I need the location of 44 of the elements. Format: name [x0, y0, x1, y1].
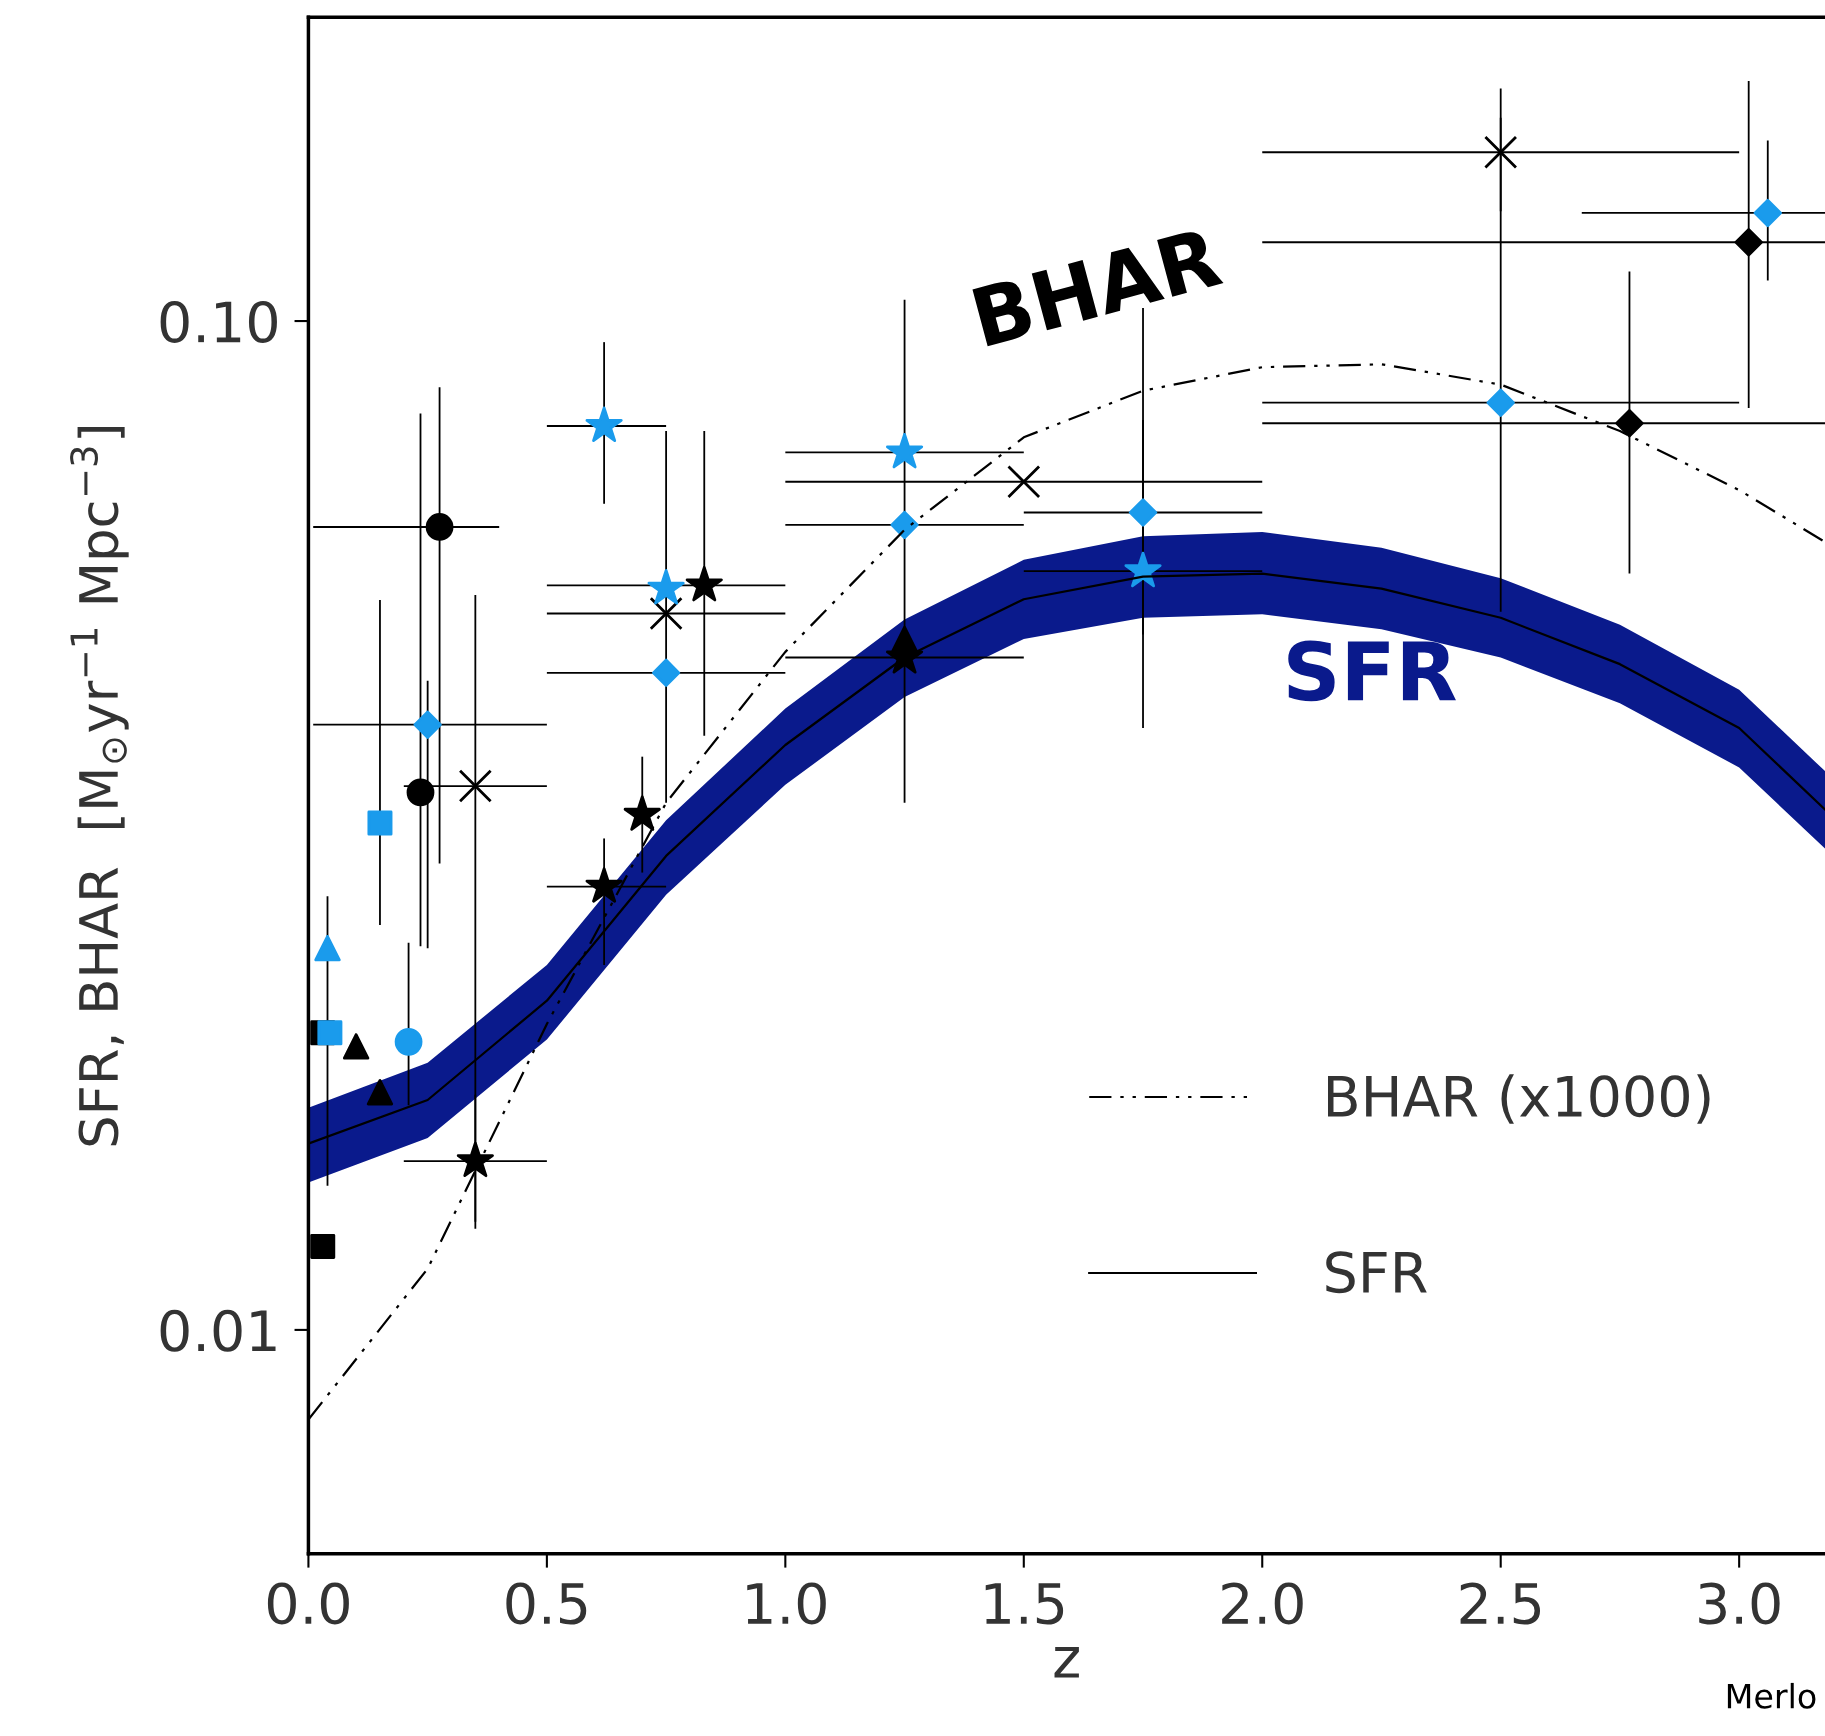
x-tick-label: 0.0 — [267, 1582, 349, 1625]
point — [310, 1233, 336, 1259]
x-tick-label: 3.0 — [1699, 1582, 1780, 1625]
y-tick-label: 0.10 — [160, 300, 277, 343]
point — [314, 934, 341, 962]
point — [366, 1079, 394, 1106]
point — [413, 710, 442, 739]
point — [1484, 135, 1518, 169]
point — [1486, 388, 1515, 417]
point — [1753, 198, 1782, 228]
point — [585, 406, 623, 442]
point — [649, 596, 683, 631]
annotation: BHAR — [972, 226, 1224, 347]
point — [651, 658, 681, 688]
x-tick-label: 1.0 — [747, 1582, 826, 1625]
x-tick-label: 2.0 — [1222, 1582, 1303, 1625]
point — [890, 510, 919, 540]
point — [647, 569, 685, 605]
y-axis-title: SFR, BHAR [M$_{⊙}$yr$^{−1}$ Mpc$^{−3}$] — [70, 426, 129, 1146]
point — [1734, 228, 1763, 257]
x-tick-label: 1.5 — [985, 1583, 1064, 1625]
point — [585, 867, 623, 903]
annotation: SFR — [1288, 640, 1456, 702]
point — [623, 795, 661, 831]
x-tick-label: 2.5 — [1460, 1582, 1541, 1625]
point — [342, 1033, 370, 1060]
legend-label: BHAR (x1000) — [1328, 1074, 1710, 1124]
point — [406, 778, 435, 807]
legend-label: SFR — [1326, 1251, 1427, 1294]
point — [394, 1027, 423, 1056]
x-tick-label: 0.5 — [506, 1582, 587, 1625]
point — [1128, 498, 1158, 527]
x-axis-title: z — [1054, 1647, 1079, 1678]
point — [886, 432, 924, 469]
point — [1615, 409, 1644, 438]
point — [1007, 465, 1041, 499]
point — [458, 769, 493, 803]
point — [367, 810, 393, 836]
point — [685, 565, 723, 602]
y-tick-label: 0.01 — [160, 1309, 276, 1352]
text: Merlo — [1727, 1682, 1816, 1709]
point — [425, 513, 454, 541]
point — [456, 1141, 494, 1178]
point — [317, 1020, 343, 1046]
